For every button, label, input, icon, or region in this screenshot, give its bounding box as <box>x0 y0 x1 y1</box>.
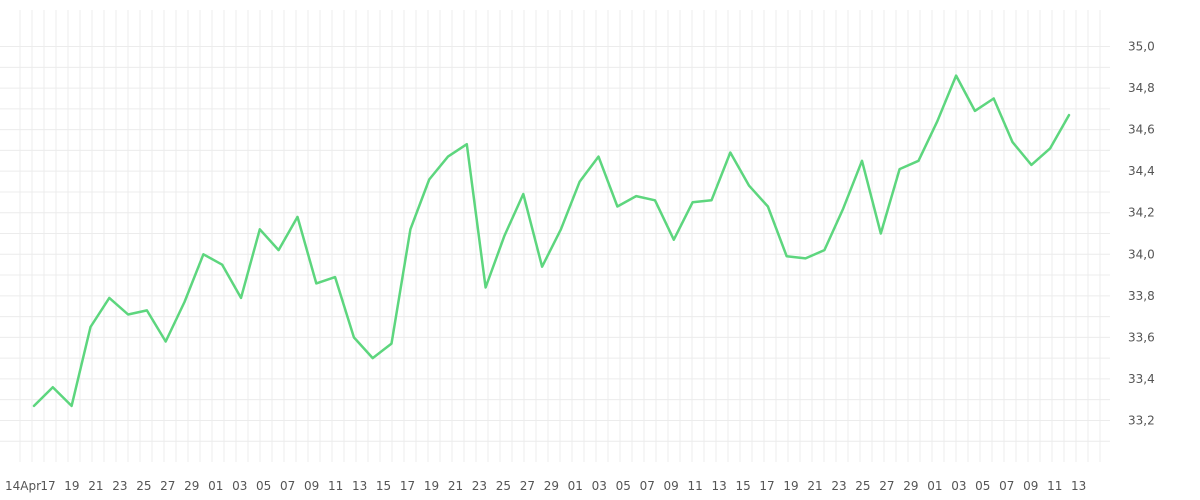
x-tick-label: 29 <box>184 479 199 493</box>
x-tick-label: 17 <box>759 479 774 493</box>
x-tick-label: 09 <box>304 479 319 493</box>
x-axis-tick-labels: 14Apr 17 19 21 23 25 27 29 01 03 05 07 09 11 13 15 17 19 2… <box>5 479 1086 493</box>
x-tick-label: 25 <box>136 479 151 493</box>
x-tick-label: 07 <box>999 479 1014 493</box>
x-tick-label: 21 <box>448 479 463 493</box>
x-tick-label: 27 <box>160 479 175 493</box>
x-tick-label: 14Apr <box>5 479 41 493</box>
y-tick-label: 35,0 <box>1128 40 1155 54</box>
x-tick-label: 09 <box>664 479 679 493</box>
y-tick-label: 34,2 <box>1128 206 1155 220</box>
y-axis-tick-labels: 33,2 33,4 33,6 33,8 34,0 34,2 34,4 34,6 34,8 35,0 <box>1128 40 1155 428</box>
y-tick-label: 34,8 <box>1128 81 1155 95</box>
x-tick-label: 21 <box>88 479 103 493</box>
x-tick-label: 29 <box>544 479 559 493</box>
x-tick-label: 19 <box>783 479 798 493</box>
y-tick-label: 34,4 <box>1128 164 1155 178</box>
x-tick-label: 13 <box>352 479 367 493</box>
x-tick-label: 03 <box>592 479 607 493</box>
x-tick-label: 07 <box>280 479 295 493</box>
x-tick-label: 13 <box>1071 479 1086 493</box>
horizontal-gridlines <box>0 46 1110 442</box>
x-tick-label: 23 <box>472 479 487 493</box>
x-tick-label: 11 <box>328 479 343 493</box>
y-tick-label: 34,6 <box>1128 123 1155 137</box>
x-tick-label: 17 <box>40 479 55 493</box>
x-tick-label: 01 <box>208 479 223 493</box>
x-tick-label: 29 <box>903 479 918 493</box>
x-tick-label: 21 <box>807 479 822 493</box>
y-tick-label: 34,0 <box>1128 247 1155 261</box>
x-tick-label: 19 <box>424 479 439 493</box>
x-tick-label: 07 <box>640 479 655 493</box>
y-tick-label: 33,4 <box>1128 372 1155 386</box>
x-tick-label: 17 <box>400 479 415 493</box>
x-tick-label: 27 <box>520 479 535 493</box>
x-tick-label: 05 <box>256 479 271 493</box>
x-tick-label: 23 <box>112 479 127 493</box>
x-tick-label: 25 <box>496 479 511 493</box>
x-tick-label: 27 <box>879 479 894 493</box>
series-line <box>32 74 1071 408</box>
y-tick-label: 33,8 <box>1128 289 1155 303</box>
x-tick-label: 05 <box>616 479 631 493</box>
x-tick-label: 09 <box>1023 479 1038 493</box>
x-tick-label: 11 <box>1047 479 1062 493</box>
x-tick-label: 23 <box>831 479 846 493</box>
x-tick-label: 15 <box>376 479 391 493</box>
x-tick-label: 13 <box>711 479 726 493</box>
y-tick-label: 33,2 <box>1128 413 1155 427</box>
vertical-gridlines <box>19 10 1101 462</box>
x-tick-label: 03 <box>951 479 966 493</box>
x-tick-label: 25 <box>855 479 870 493</box>
series-group <box>32 74 1071 408</box>
y-tick-label: 33,6 <box>1128 330 1155 344</box>
x-tick-label: 01 <box>568 479 583 493</box>
x-tick-label: 05 <box>975 479 990 493</box>
x-tick-label: 03 <box>232 479 247 493</box>
x-tick-label: 19 <box>64 479 79 493</box>
x-tick-label: 15 <box>735 479 750 493</box>
x-tick-label: 01 <box>927 479 942 493</box>
x-tick-label: 11 <box>688 479 703 493</box>
